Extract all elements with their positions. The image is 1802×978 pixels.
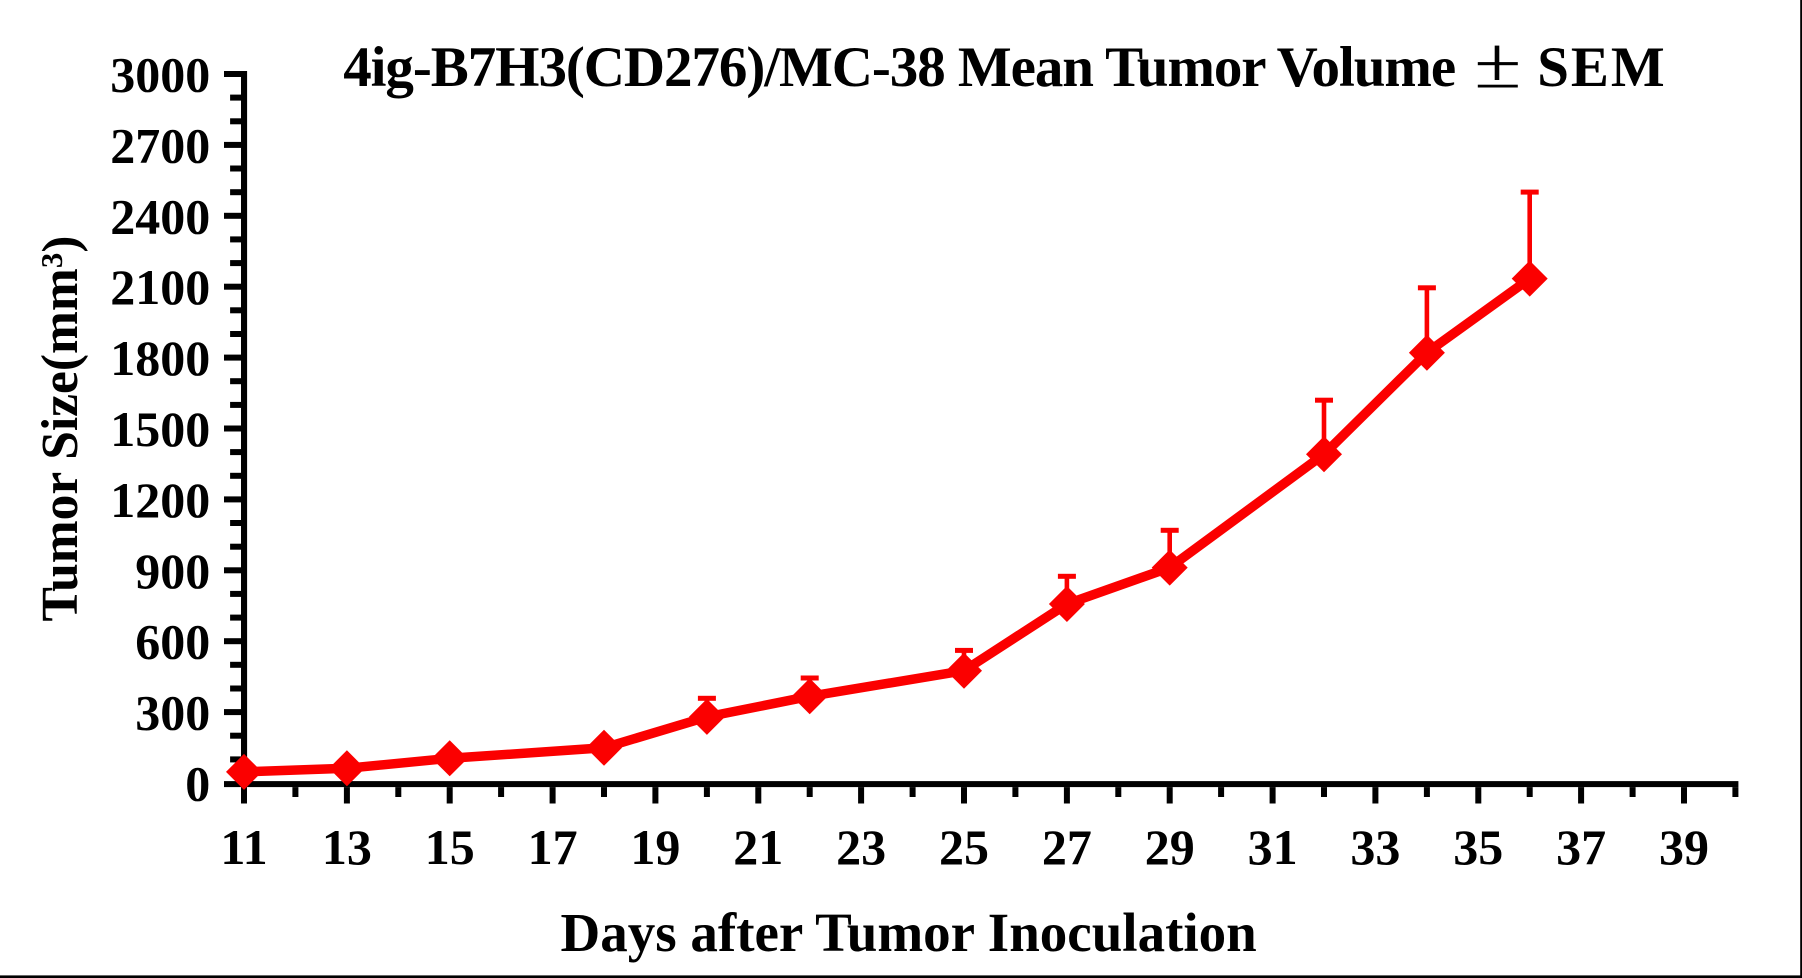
- svg-text:37: 37: [1556, 819, 1606, 875]
- svg-text:900: 900: [135, 543, 210, 599]
- svg-text:Days after Tumor Inoculation: Days after Tumor Inoculation: [561, 902, 1257, 963]
- svg-text:1500: 1500: [110, 401, 210, 457]
- svg-text:39: 39: [1659, 819, 1709, 875]
- svg-text:2400: 2400: [110, 188, 210, 244]
- svg-text:15: 15: [425, 819, 475, 875]
- svg-text:0: 0: [185, 756, 210, 812]
- svg-text:600: 600: [135, 614, 210, 670]
- svg-text:21: 21: [733, 819, 783, 875]
- svg-text:3000: 3000: [110, 47, 210, 103]
- svg-text:Tumor Size(mm3): Tumor Size(mm3): [32, 236, 89, 622]
- svg-text:11: 11: [220, 819, 267, 875]
- svg-text:13: 13: [322, 819, 372, 875]
- svg-text:4ig-B7H3(CD276)/MC-38 Mean Tum: 4ig-B7H3(CD276)/MC-38 Mean Tumor Volume: [343, 36, 1455, 99]
- svg-text:2700: 2700: [110, 117, 210, 173]
- svg-text:17: 17: [528, 819, 578, 875]
- svg-text:31: 31: [1248, 819, 1298, 875]
- svg-text:300: 300: [135, 685, 210, 741]
- svg-text:23: 23: [836, 819, 886, 875]
- svg-text:27: 27: [1042, 819, 1092, 875]
- svg-text:1200: 1200: [110, 472, 210, 528]
- svg-text:33: 33: [1350, 819, 1400, 875]
- svg-text:1800: 1800: [110, 330, 210, 386]
- svg-text:25: 25: [939, 819, 989, 875]
- svg-text:SEM: SEM: [1537, 36, 1666, 99]
- svg-text:19: 19: [630, 819, 680, 875]
- svg-text:35: 35: [1453, 819, 1503, 875]
- svg-text:2100: 2100: [110, 259, 210, 315]
- svg-text:29: 29: [1145, 819, 1195, 875]
